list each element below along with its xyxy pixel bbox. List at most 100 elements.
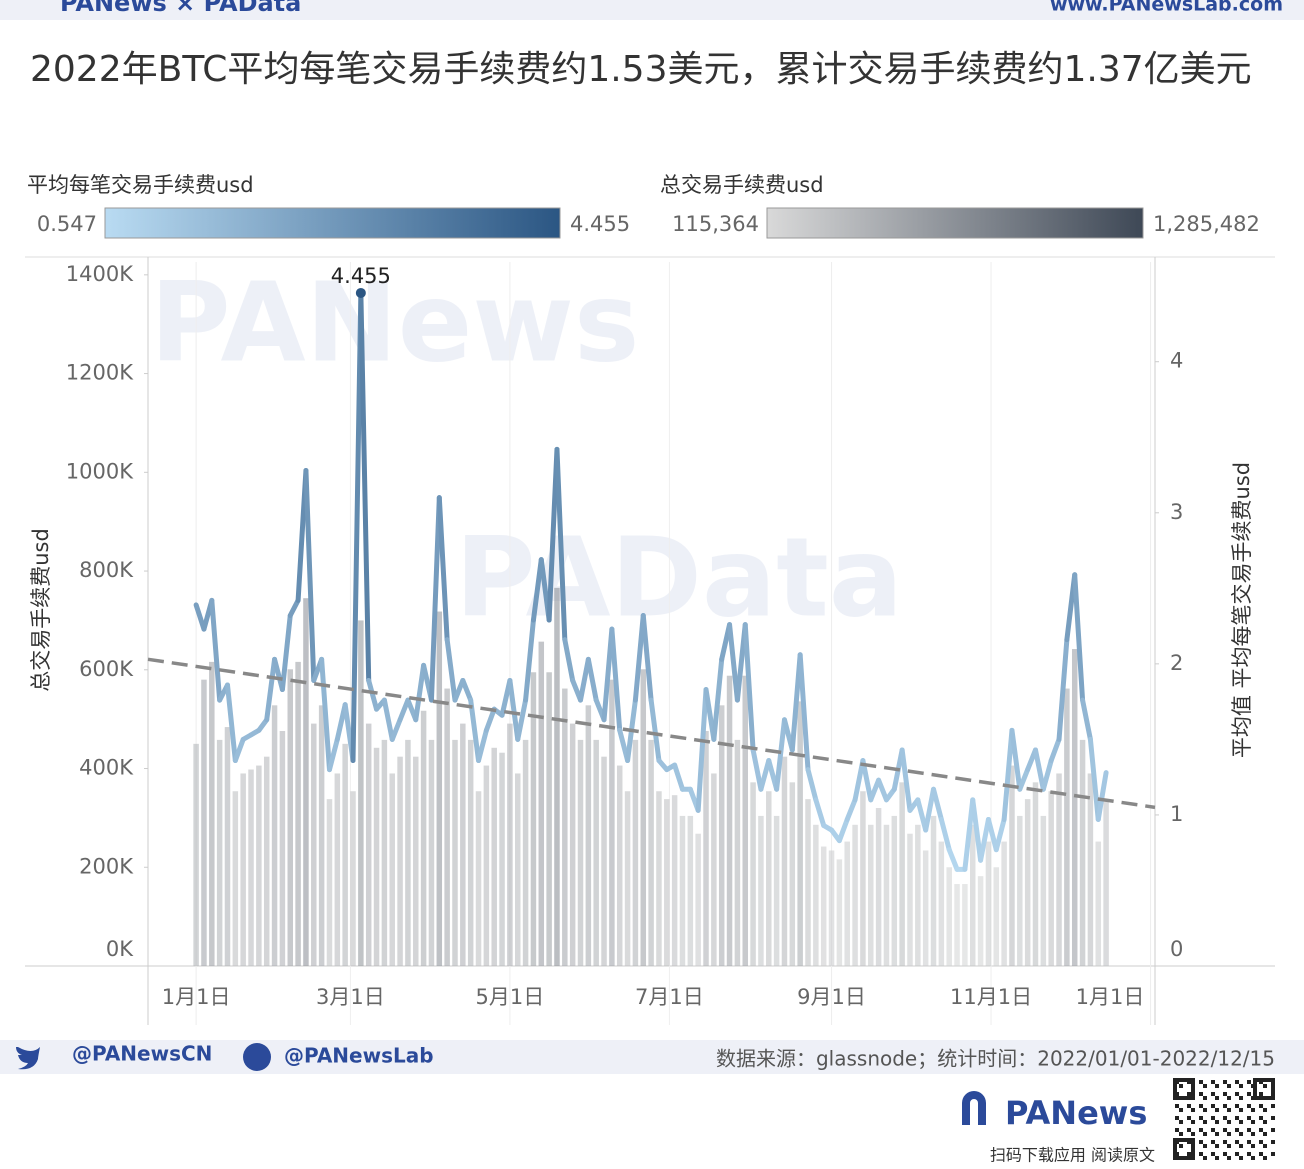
qr-cell	[1239, 1132, 1243, 1136]
qr-cell	[1235, 1104, 1239, 1108]
bar	[562, 688, 568, 966]
x-tick-label: 9月1日	[797, 985, 866, 1009]
bar	[758, 815, 764, 966]
bar	[475, 791, 482, 966]
line-segment	[609, 626, 623, 733]
bar	[907, 833, 913, 966]
line-segment	[319, 656, 332, 773]
qr-cell	[1227, 1120, 1231, 1124]
qr-cell	[1239, 1144, 1243, 1148]
qr-cell	[1223, 1128, 1227, 1132]
bar	[734, 739, 741, 966]
legend-title: 总交易手续费usd	[660, 173, 824, 197]
qr-cell	[1235, 1116, 1239, 1120]
line-segment	[672, 762, 685, 792]
line-segment	[232, 736, 246, 764]
watermark: PAData	[455, 513, 903, 641]
bar	[577, 739, 584, 966]
qr-cell	[1211, 1152, 1215, 1156]
qr-cell	[1263, 1144, 1267, 1148]
x-tick-label: 7月1日	[635, 985, 704, 1009]
qr-cell	[1175, 1116, 1179, 1120]
bar	[279, 731, 286, 966]
qr-cell	[1199, 1116, 1203, 1120]
bar	[381, 739, 388, 966]
facebook-icon	[243, 1043, 271, 1071]
line-segment	[1040, 758, 1054, 792]
line-segment	[1087, 736, 1101, 822]
qr-cell	[1247, 1116, 1251, 1120]
legend-ramp	[104, 207, 561, 239]
line-segment	[1009, 727, 1023, 792]
qr-cell	[1179, 1120, 1183, 1124]
line-segment	[797, 652, 811, 773]
qr-cell	[1247, 1140, 1251, 1144]
bar	[969, 824, 976, 966]
qr-cell	[1247, 1128, 1251, 1132]
bar	[271, 705, 278, 966]
bar	[311, 723, 317, 966]
bar	[695, 833, 701, 966]
bar	[993, 867, 1000, 966]
qr-cell	[1187, 1092, 1191, 1096]
data-label: 4.455	[331, 264, 391, 288]
y2-axis-title: 平均值 平均每笔交易手续费usd	[1230, 462, 1254, 758]
qr-cell	[1251, 1156, 1255, 1160]
qr-cell	[1203, 1084, 1207, 1088]
bar	[1001, 841, 1007, 966]
bar	[750, 782, 756, 966]
bar	[216, 739, 223, 966]
qr-cell	[1215, 1084, 1219, 1088]
line-segment	[1095, 770, 1109, 822]
line-segment	[1072, 572, 1086, 703]
bar	[209, 661, 215, 966]
x-tick-label: 11月1日	[950, 985, 1032, 1009]
bar	[640, 669, 647, 966]
bar	[1079, 739, 1086, 966]
qr-cell	[1227, 1156, 1231, 1160]
bar	[852, 824, 858, 966]
qr-cell	[1263, 1120, 1267, 1124]
chart-title: 2022年BTC平均每笔交易手续费约1.53美元，累计交易手续费约1.37亿美元	[30, 49, 1252, 90]
y2-tick-label: 2	[1170, 651, 1183, 675]
bar	[585, 705, 592, 966]
line-segment	[860, 758, 874, 803]
line-segment	[946, 847, 960, 872]
qr-cell	[1191, 1120, 1195, 1124]
line-segment	[813, 797, 827, 829]
line-segment	[366, 677, 380, 712]
bar	[420, 710, 427, 966]
qr-cell	[1227, 1144, 1231, 1148]
bar	[1064, 688, 1070, 966]
line-segment	[648, 697, 662, 764]
line-segment	[358, 290, 372, 683]
line-segment	[985, 816, 999, 853]
bar	[467, 739, 474, 966]
line-segment	[852, 758, 866, 803]
qr-finder	[1253, 1078, 1275, 1100]
qr-cell	[1199, 1104, 1203, 1108]
line-segment	[1001, 727, 1015, 822]
bar	[389, 773, 395, 966]
qr-cell	[1251, 1144, 1255, 1148]
line-segment	[585, 656, 599, 703]
bar	[1017, 815, 1023, 966]
qr-cell	[1263, 1132, 1267, 1136]
line-segment	[507, 677, 521, 742]
qr-cell	[1187, 1128, 1191, 1132]
footer-band	[0, 1040, 1304, 1074]
url: www.PANewsLab.com	[1050, 0, 1283, 16]
y-tick-label: 400K	[79, 756, 134, 780]
qr-cell	[1235, 1092, 1239, 1096]
qr-cell	[1215, 1132, 1219, 1136]
line-segment	[1056, 637, 1070, 742]
legend-max: 4.455	[570, 212, 630, 236]
line-segment	[993, 816, 1007, 853]
qr-cell	[1239, 1108, 1243, 1112]
bar	[1048, 791, 1054, 966]
line-segment	[805, 767, 819, 803]
line-segment	[389, 717, 403, 742]
qr-cell	[1215, 1144, 1219, 1148]
bar	[460, 723, 466, 966]
qr-cell	[1211, 1092, 1215, 1096]
